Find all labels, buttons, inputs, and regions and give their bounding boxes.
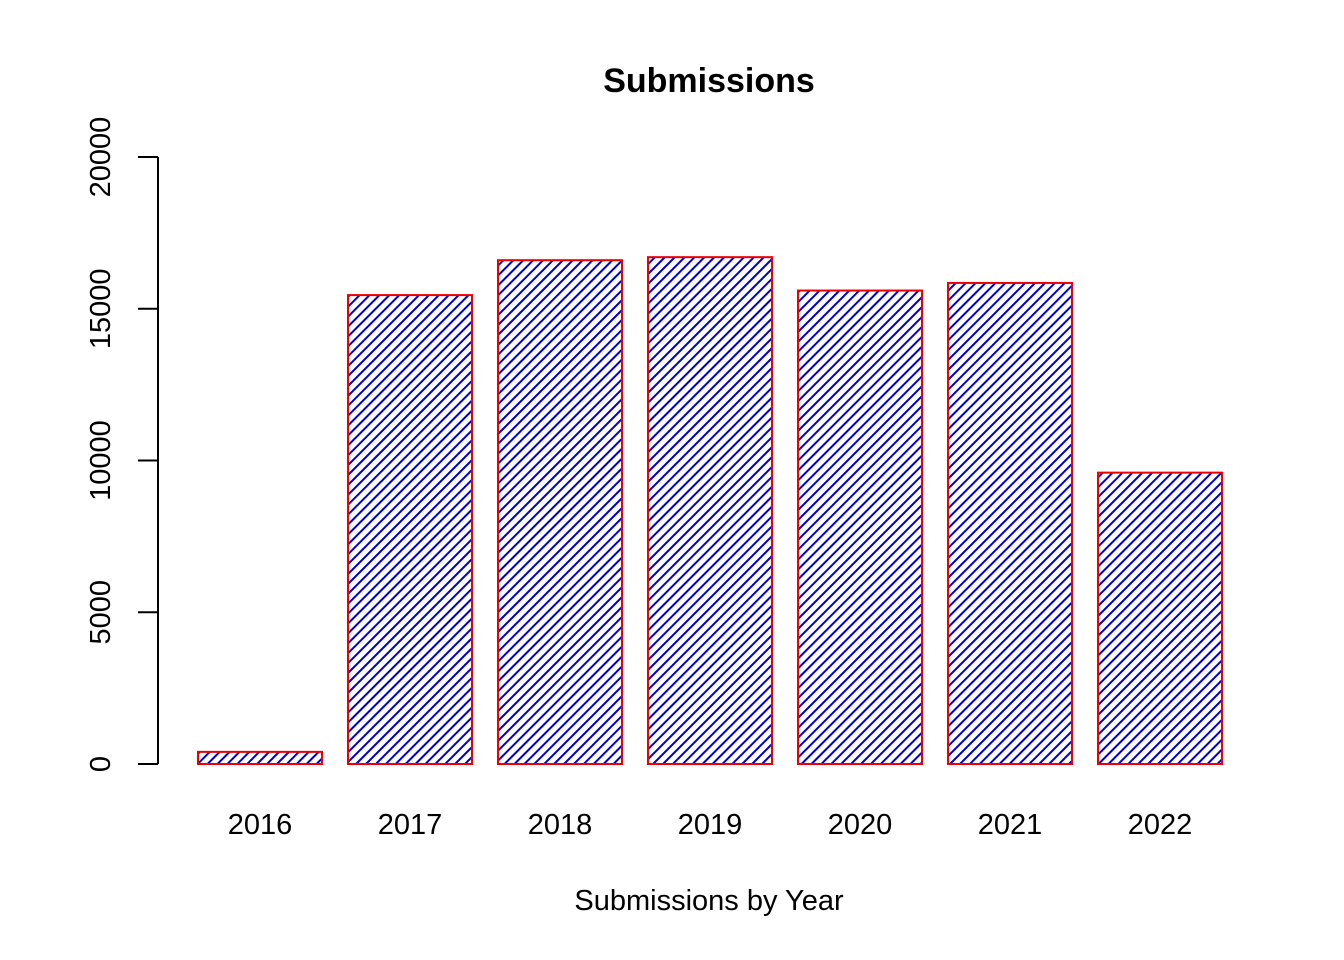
y-tick-label: 10000: [85, 420, 117, 501]
x-axis-label: Submissions by Year: [574, 885, 844, 917]
x-tick-label: 2022: [1128, 809, 1193, 841]
y-tick-label: 0: [85, 756, 117, 772]
x-tick-label: 2016: [228, 809, 293, 841]
x-tick-label: 2021: [978, 809, 1043, 841]
bar-2021: [947, 281, 1073, 765]
x-tick-label: 2018: [528, 809, 593, 841]
y-tick-label: 5000: [85, 580, 117, 645]
y-tick-label: 15000: [85, 268, 117, 349]
bar-2017: [347, 294, 473, 765]
x-tick-label: 2019: [678, 809, 743, 841]
bar-2020: [797, 289, 923, 765]
bar-2016: [197, 750, 323, 765]
bar-2018: [497, 259, 623, 765]
x-tick-label: 2020: [828, 809, 893, 841]
bars-group: [197, 256, 1223, 765]
x-tick-labels: 2016 2017 2018 2019 2020 2021 2022: [228, 809, 1193, 841]
y-axis: 0 5000 10000 15000 20000: [85, 117, 159, 772]
bar-2022: [1097, 471, 1223, 765]
chart-title: Submissions: [603, 62, 815, 100]
y-tick-label: 20000: [85, 117, 117, 198]
bar-2019: [647, 256, 773, 765]
x-tick-label: 2017: [378, 809, 443, 841]
